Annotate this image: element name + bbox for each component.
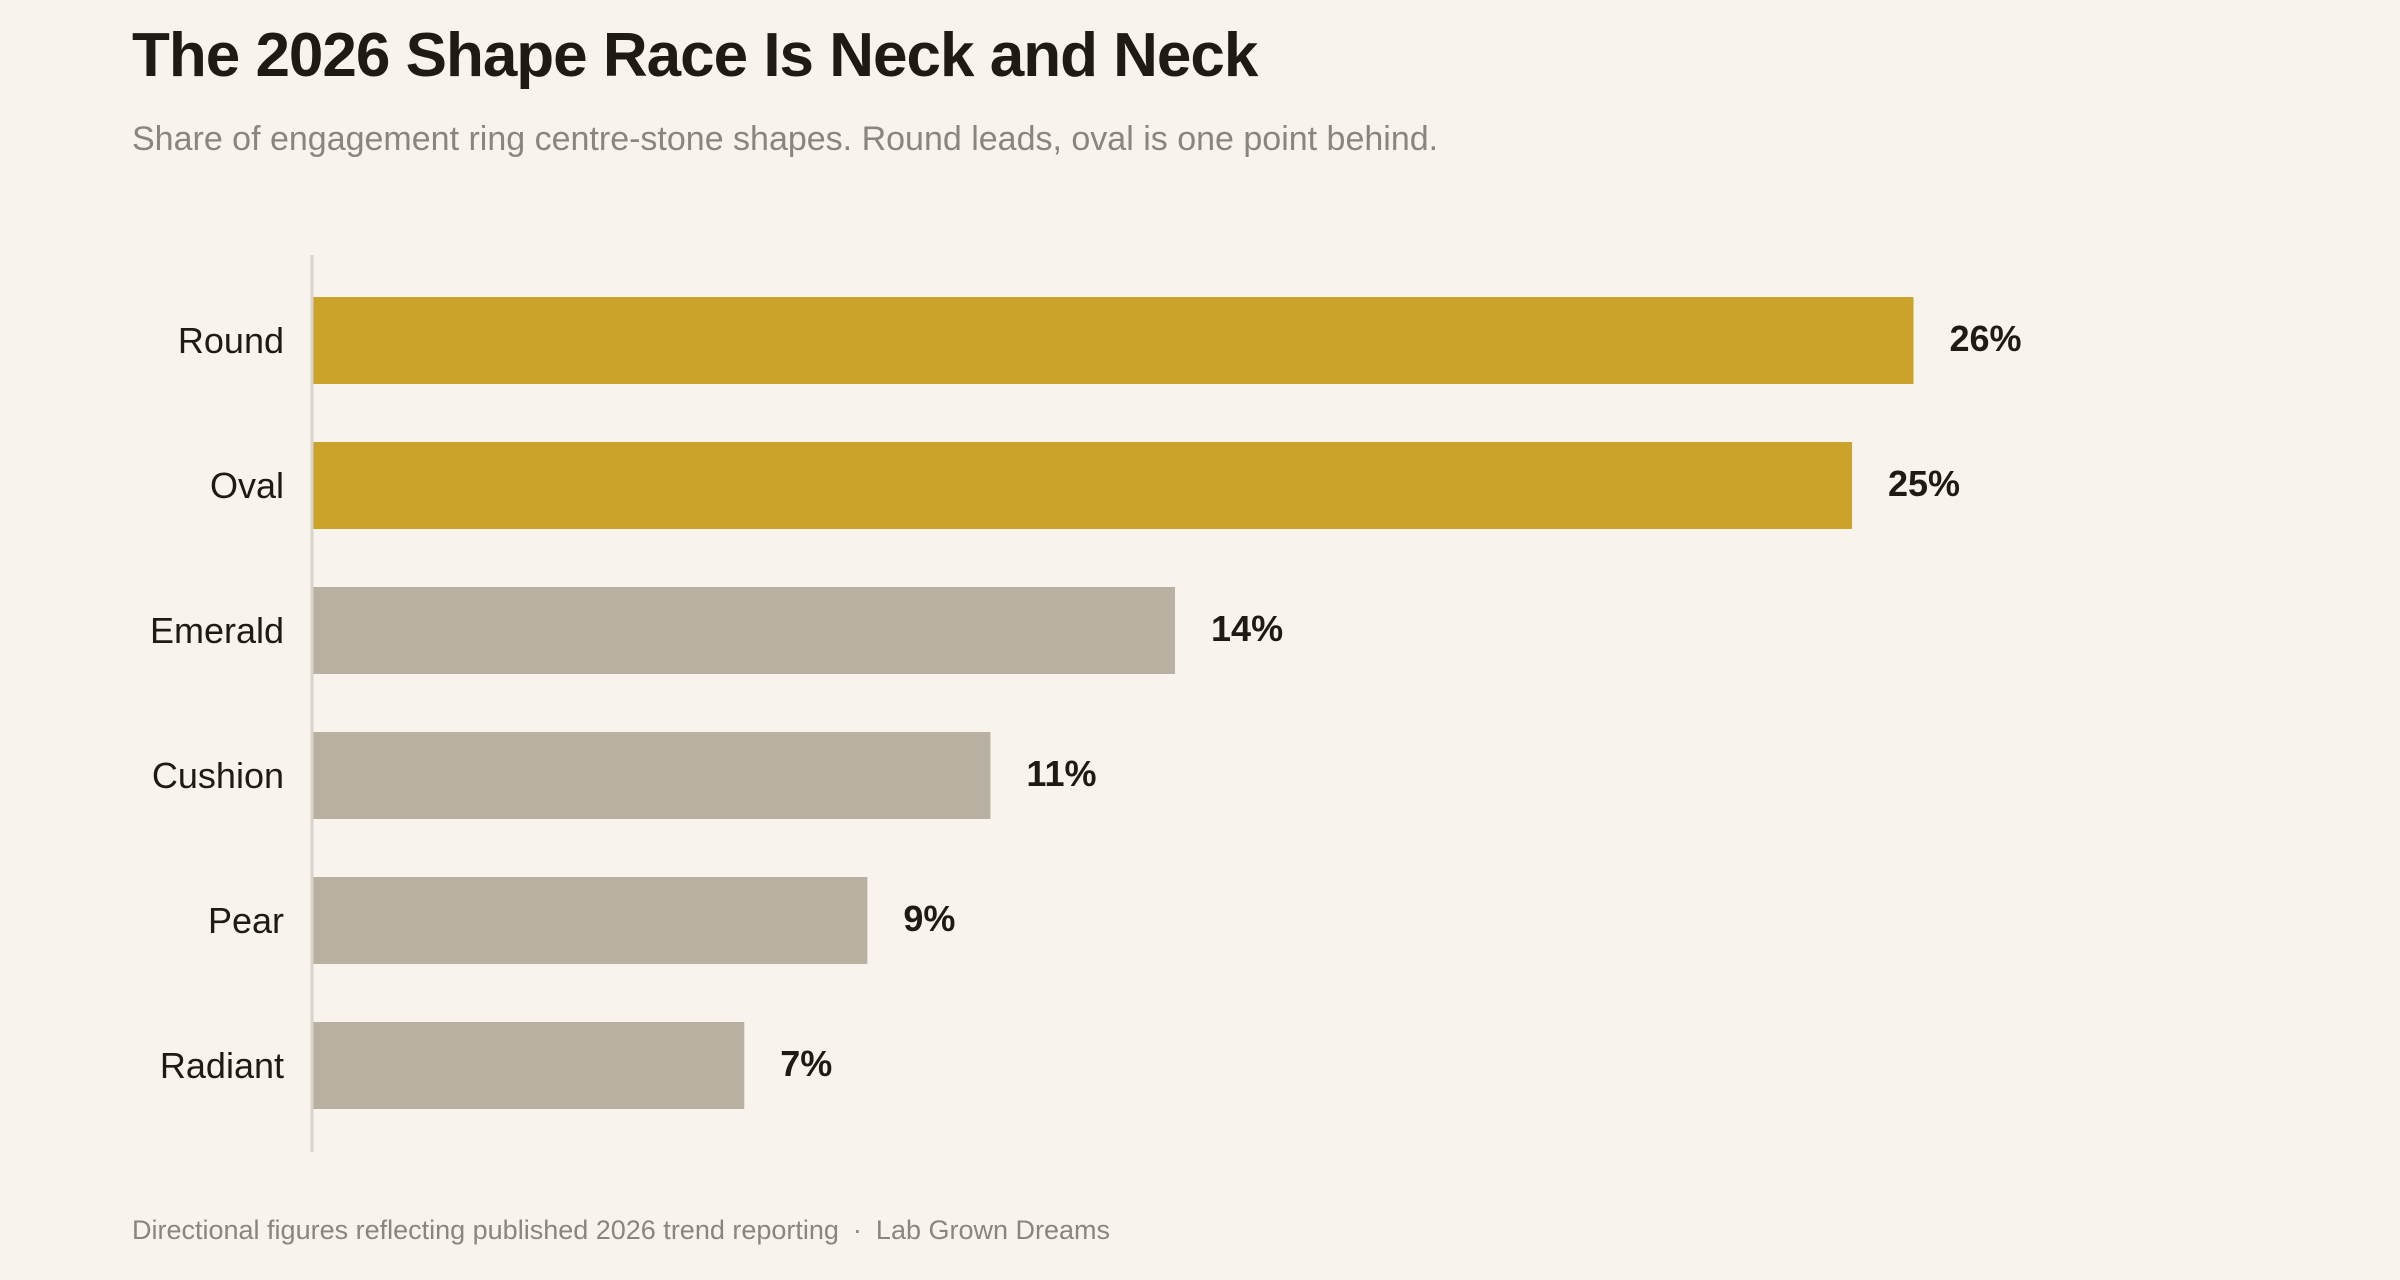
bar-oval [313,442,1852,529]
value-label-round: 26% [1950,318,2022,359]
chart-subtitle: Share of engagement ring centre-stone sh… [132,120,1439,158]
value-label-oval: 25% [1888,463,1960,504]
footer-note: Directional figures reflecting published… [132,1215,839,1245]
bar-chart: Round 26% Oval 25% Emerald 14% Cushion 11% Pear 9… [150,255,2022,1152]
category-label-pear: Pear [208,900,284,941]
value-label-pear: 9% [903,898,955,939]
category-label-emerald: Emerald [150,610,284,651]
category-label-cushion: Cushion [152,755,284,796]
category-label-oval: Oval [210,465,284,506]
category-label-radiant: Radiant [160,1045,284,1086]
bar-cushion [313,732,991,819]
bar-radiant [313,1022,745,1109]
bar-emerald [313,587,1176,674]
footer-separator: · [852,1215,862,1245]
value-label-cushion: 11% [1026,753,1096,794]
value-label-emerald: 14% [1211,608,1283,649]
bar-round [313,297,1914,384]
footer: Directional figures reflecting published… [132,1215,1110,1246]
chart-title: The 2026 Shape Race Is Neck and Neck [132,21,1258,90]
bar-pear [313,877,868,964]
value-label-radiant: 7% [780,1043,832,1084]
category-label-round: Round [178,320,284,361]
footer-source: Lab Grown Dreams [875,1215,1111,1245]
